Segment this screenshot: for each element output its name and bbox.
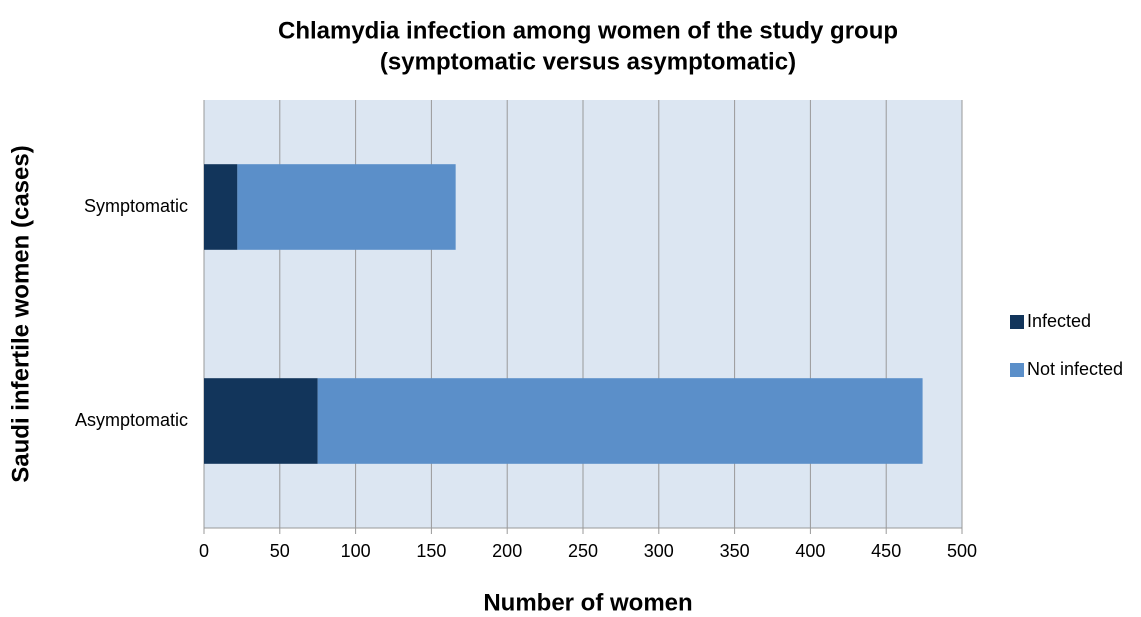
legend-label: Not infected — [1027, 359, 1123, 379]
y-tick-label: Symptomatic — [84, 196, 188, 216]
bar-segment — [204, 164, 238, 250]
legend-swatch — [1010, 315, 1024, 329]
x-tick-label: 200 — [492, 541, 522, 561]
x-tick-label: 450 — [871, 541, 901, 561]
y-axis-title: Saudi infertile women (cases) — [7, 145, 34, 482]
x-tick-label: 0 — [199, 541, 209, 561]
legend-label: Infected — [1027, 311, 1091, 331]
bar-segment — [237, 164, 456, 250]
x-tick-label: 400 — [795, 541, 825, 561]
x-tick-label: 50 — [270, 541, 290, 561]
x-tick-label: 250 — [568, 541, 598, 561]
x-tick-label: 300 — [644, 541, 674, 561]
x-tick-label: 100 — [341, 541, 371, 561]
chart-title: Chlamydia infection among women of the s… — [278, 17, 898, 44]
x-tick-label: 150 — [416, 541, 446, 561]
legend-swatch — [1010, 363, 1024, 377]
chart-title: (symptomatic versus asymptomatic) — [380, 48, 796, 75]
bar-segment — [204, 378, 318, 464]
x-tick-label: 350 — [720, 541, 750, 561]
x-tick-label: 500 — [947, 541, 977, 561]
bar-segment — [317, 378, 923, 464]
x-axis-title: Number of women — [483, 589, 692, 616]
y-tick-label: Asymptomatic — [75, 410, 188, 430]
